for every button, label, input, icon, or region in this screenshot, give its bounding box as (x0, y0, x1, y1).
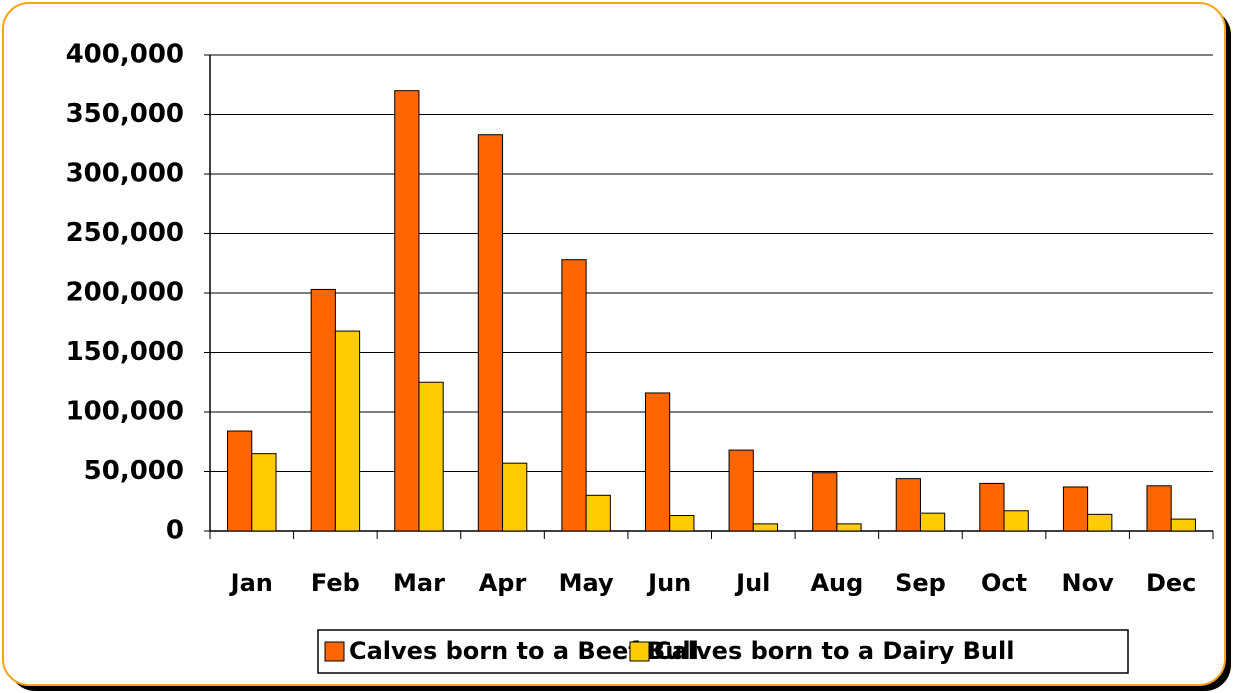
bar (502, 462, 528, 532)
x-tick-label: May (559, 569, 614, 597)
bar (585, 494, 611, 532)
bar (418, 381, 444, 532)
x-tick-label: Sep (895, 569, 946, 597)
bar (836, 523, 862, 532)
frame (2, 2, 1226, 686)
x-tick-label: Feb (311, 569, 360, 597)
y-tick-label: 250,000 (66, 218, 184, 248)
bar (561, 259, 587, 532)
bar (752, 523, 779, 532)
bar (310, 288, 336, 532)
y-tick-label: 350,000 (66, 99, 184, 129)
y-tick-label: 50,000 (84, 456, 184, 486)
bar (394, 90, 420, 532)
y-tick-label: 0 (166, 516, 184, 546)
bar (1087, 513, 1113, 532)
x-tick-label: Jan (229, 569, 273, 597)
bar (227, 430, 253, 532)
x-tick-label: Mar (393, 569, 445, 597)
bar (1170, 518, 1196, 532)
y-tick-label: 100,000 (66, 397, 184, 427)
bar (477, 134, 504, 532)
y-tick-label: 400,000 (66, 40, 184, 70)
legend-swatch (629, 641, 650, 662)
bar (669, 515, 695, 532)
x-tick-label: Aug (810, 569, 863, 597)
x-tick-label: Jun (646, 569, 691, 597)
y-tick-label: 150,000 (66, 337, 184, 367)
bar (1146, 485, 1172, 532)
bar (979, 482, 1005, 532)
bar (812, 472, 838, 532)
bar (334, 330, 361, 532)
x-tick-label: Jul (734, 569, 770, 597)
bar (919, 512, 946, 532)
x-tick-label: Apr (479, 569, 527, 597)
bar (1062, 486, 1089, 532)
y-tick-label: 200,000 (66, 278, 184, 308)
x-tick-label: Oct (981, 569, 1027, 597)
y-tick-label: 300,000 (66, 159, 184, 189)
x-tick-label: Nov (1062, 569, 1115, 597)
legend-label: Calves born to a Dairy Bull (654, 637, 1014, 665)
legend-box (317, 629, 1129, 674)
bar (644, 392, 671, 532)
x-tick-label: Dec (1146, 569, 1196, 597)
legend-swatch (324, 641, 345, 662)
bar (895, 478, 921, 532)
bar (728, 449, 754, 532)
bar (1003, 510, 1029, 532)
bar (251, 453, 277, 532)
